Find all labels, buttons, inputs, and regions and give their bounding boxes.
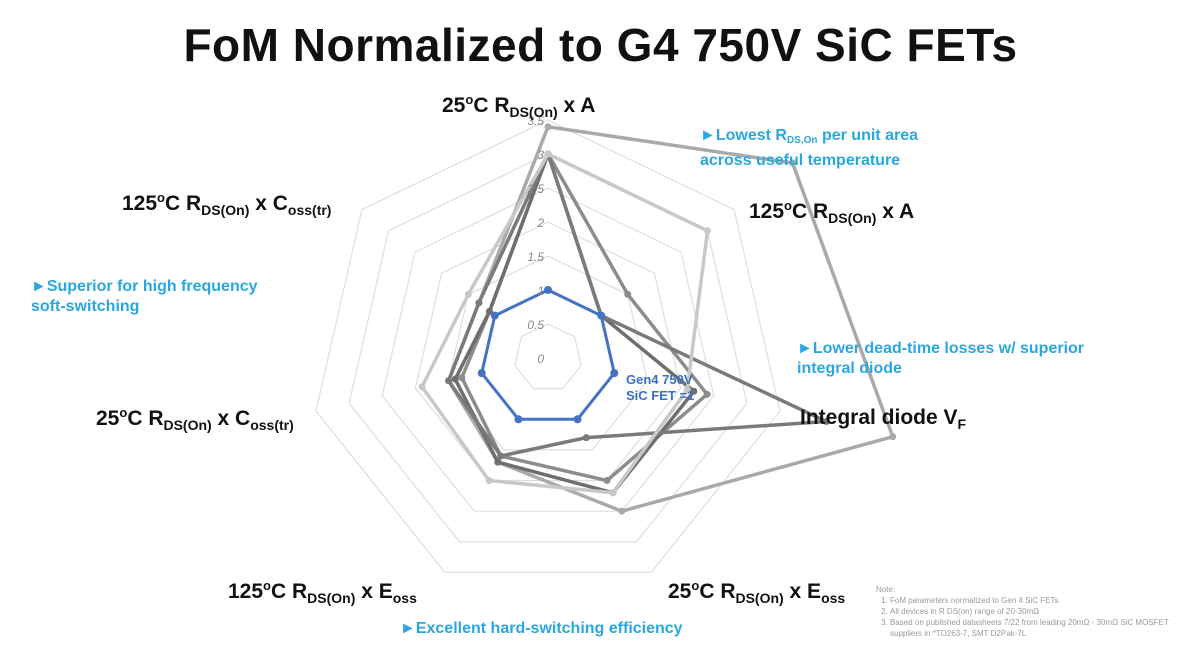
series-point-competitor-5	[609, 489, 617, 497]
radar-series-layer	[418, 123, 897, 515]
grid-ring	[348, 153, 748, 543]
tick-label: 3.5	[527, 114, 544, 128]
series-line-competitor-5	[420, 152, 710, 495]
tick-label: 2.5	[526, 182, 544, 196]
callout-dead-time-losses: ►Lower dead-time losses w/ superior inte…	[797, 340, 1085, 377]
axis-label-125c-rdson-x-coss: 125oC RDS(On) x Coss(tr)	[122, 190, 332, 218]
series-point-competitor-1	[603, 477, 611, 485]
series-point-competitor-1	[458, 374, 466, 382]
series-point-gen4	[490, 311, 499, 320]
series-line-gen4	[480, 288, 616, 421]
series-point-competitor-3	[494, 458, 502, 466]
series-point-competitor-1	[703, 390, 711, 398]
series-point-competitor-2	[889, 433, 897, 441]
series-point-gen4	[514, 415, 523, 424]
axis-label-25c-rdson-x-eoss: 25oC RDS(On) x Eoss	[668, 578, 846, 606]
series-point-competitor-5	[418, 383, 426, 391]
series-point-competitor-2	[789, 159, 797, 167]
tick-label: 3	[537, 148, 544, 162]
tick-label: 2	[536, 216, 544, 230]
series-point-competitor-4	[822, 418, 830, 426]
grid-ring	[447, 255, 649, 451]
series-point-gen4	[597, 311, 606, 320]
tick-label: 1	[537, 284, 544, 298]
series-point-competitor-2	[618, 507, 626, 515]
series-point-competitor-3	[451, 375, 459, 383]
series-line-competitor-3	[453, 152, 696, 495]
series-point-competitor-2	[544, 123, 552, 131]
series-point-competitor-3	[486, 307, 494, 315]
series-point-competitor-5	[464, 290, 472, 298]
series-point-competitor-5	[485, 477, 493, 485]
footnote-item: FoM parameters normalized to Gen 4 SiC F…	[890, 595, 1196, 606]
callout-high-frequency: ►Superior for high frequency soft-switch…	[31, 278, 258, 315]
series-point-competitor-5	[703, 227, 711, 235]
tick-label: 0	[537, 352, 544, 366]
grid-ring	[315, 119, 781, 574]
series-point-competitor-5	[544, 150, 552, 158]
page-title: FoM Normalized to G4 750V SiC FETs	[183, 19, 1018, 71]
axis-label-25c-rdson-x-coss: 25oC RDS(On) x Coss(tr)	[96, 405, 294, 433]
radar-tick-labels: 0 0.5 1 1.5 2 2.5 3 3.5	[526, 114, 544, 366]
callout-lowest-rdson: ►Lowest RDS,On per unit area across usef…	[700, 127, 918, 169]
series-point-gen4	[610, 369, 619, 378]
radar-grid	[315, 119, 781, 574]
series-point-competitor-4	[475, 299, 483, 307]
grid-ring	[514, 323, 582, 390]
series-point-competitor-3	[690, 387, 698, 395]
series-line-competitor-4	[446, 152, 829, 458]
series-point-competitor-1	[624, 290, 632, 298]
callout-hard-switching: ►Excellent hard-switching efficiency	[400, 620, 683, 637]
series-point-competitor-4	[497, 452, 505, 460]
series-point-gen4	[477, 369, 486, 378]
series-point-competitor-5	[683, 386, 691, 394]
series-point-competitor-4	[582, 434, 590, 442]
axis-label-25c-rdson-x-a: 25oC RDS(On) x A	[442, 92, 596, 120]
footnote-item: Based on published datasheets 7/22 from …	[890, 617, 1196, 639]
series-point-gen4	[573, 415, 582, 424]
tick-label: 0.5	[527, 318, 544, 332]
tick-label: 1.5	[527, 250, 544, 264]
series-point-competitor-4	[445, 377, 453, 385]
series-point-gen4	[544, 286, 552, 294]
grid-ring	[381, 187, 715, 512]
footnote-item: All devices in R DS(on) range of 20-30mΩ	[890, 606, 1196, 617]
footnote: Note: FoM parameters normalized to Gen 4…	[876, 584, 1196, 639]
axis-label-125c-rdson-x-eoss: 125oC RDS(On) x Eoss	[228, 578, 417, 606]
gen4-series-label: Gen4 750V SiC FET =1	[626, 372, 695, 403]
axis-label-125c-rdson-x-a: 125oC RDS(On) x A	[749, 198, 915, 226]
axis-label-integral-diode-vf: Integral diode VF	[800, 406, 967, 432]
